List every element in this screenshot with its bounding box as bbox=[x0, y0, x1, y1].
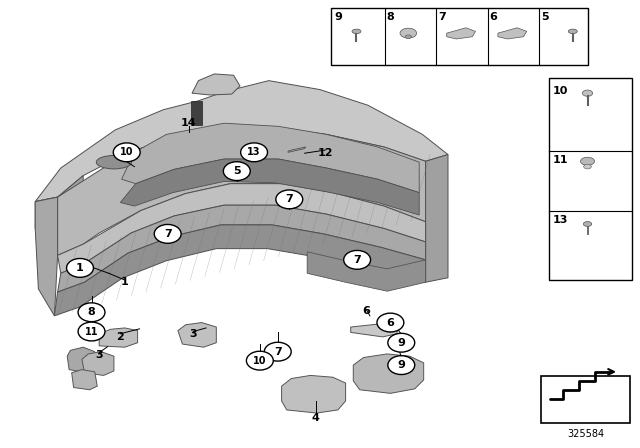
Circle shape bbox=[78, 322, 105, 341]
Text: 6: 6 bbox=[387, 318, 394, 327]
Polygon shape bbox=[54, 225, 426, 316]
Polygon shape bbox=[82, 352, 114, 375]
Text: 9: 9 bbox=[397, 338, 405, 348]
Text: 7: 7 bbox=[353, 255, 361, 265]
Text: 6: 6 bbox=[362, 306, 370, 316]
Circle shape bbox=[264, 342, 291, 361]
Circle shape bbox=[388, 333, 415, 352]
Ellipse shape bbox=[405, 35, 412, 39]
Polygon shape bbox=[282, 375, 346, 413]
Text: 10: 10 bbox=[253, 356, 267, 366]
Ellipse shape bbox=[568, 29, 577, 34]
Circle shape bbox=[113, 143, 140, 162]
Ellipse shape bbox=[352, 29, 361, 34]
Text: 5: 5 bbox=[233, 166, 241, 176]
Text: 7: 7 bbox=[274, 347, 282, 357]
Circle shape bbox=[377, 313, 404, 332]
Polygon shape bbox=[288, 147, 306, 152]
Ellipse shape bbox=[582, 90, 593, 96]
Text: 1: 1 bbox=[76, 263, 84, 273]
Text: 5: 5 bbox=[541, 12, 548, 22]
Bar bbox=[191, 101, 202, 125]
Text: 10: 10 bbox=[120, 147, 134, 157]
Text: 9: 9 bbox=[334, 12, 342, 22]
Circle shape bbox=[67, 258, 93, 277]
Polygon shape bbox=[99, 328, 138, 347]
Circle shape bbox=[154, 224, 181, 243]
Text: 9: 9 bbox=[397, 360, 405, 370]
Polygon shape bbox=[498, 28, 527, 39]
Polygon shape bbox=[67, 347, 95, 373]
FancyBboxPatch shape bbox=[331, 8, 588, 65]
Text: 11: 11 bbox=[84, 327, 99, 336]
Ellipse shape bbox=[96, 155, 132, 169]
Text: 4: 4 bbox=[312, 413, 319, 422]
Text: 7: 7 bbox=[285, 194, 293, 204]
Polygon shape bbox=[35, 176, 83, 237]
Circle shape bbox=[223, 162, 250, 181]
Text: 325584: 325584 bbox=[567, 429, 604, 439]
Circle shape bbox=[241, 143, 268, 162]
Text: 13: 13 bbox=[247, 147, 261, 157]
Circle shape bbox=[388, 356, 415, 375]
Text: 13: 13 bbox=[552, 215, 568, 225]
Text: 14: 14 bbox=[181, 118, 196, 128]
Text: 10: 10 bbox=[552, 86, 568, 96]
Text: 3: 3 bbox=[95, 350, 103, 360]
Ellipse shape bbox=[584, 164, 591, 169]
Polygon shape bbox=[178, 323, 216, 347]
Text: 8: 8 bbox=[387, 12, 394, 22]
Polygon shape bbox=[353, 354, 424, 393]
Ellipse shape bbox=[584, 221, 591, 226]
FancyBboxPatch shape bbox=[549, 78, 632, 280]
Circle shape bbox=[246, 351, 273, 370]
Polygon shape bbox=[58, 184, 426, 273]
Polygon shape bbox=[447, 28, 476, 39]
Polygon shape bbox=[35, 81, 448, 202]
Text: 2: 2 bbox=[116, 332, 124, 342]
Circle shape bbox=[276, 190, 303, 209]
FancyBboxPatch shape bbox=[541, 376, 630, 423]
Polygon shape bbox=[58, 205, 426, 292]
Text: 6: 6 bbox=[490, 12, 497, 22]
Polygon shape bbox=[120, 159, 419, 215]
Text: 7: 7 bbox=[164, 229, 172, 239]
Text: 1: 1 bbox=[121, 277, 129, 287]
Polygon shape bbox=[72, 370, 97, 390]
Polygon shape bbox=[192, 74, 240, 95]
Text: 3: 3 bbox=[189, 329, 197, 339]
Polygon shape bbox=[58, 125, 426, 255]
Polygon shape bbox=[307, 252, 426, 291]
Polygon shape bbox=[351, 323, 398, 337]
Text: 12: 12 bbox=[317, 148, 333, 158]
Text: 7: 7 bbox=[438, 12, 446, 22]
Circle shape bbox=[344, 250, 371, 269]
Polygon shape bbox=[122, 123, 419, 193]
Text: 11: 11 bbox=[552, 155, 568, 165]
Text: 8: 8 bbox=[88, 307, 95, 317]
Polygon shape bbox=[426, 155, 448, 282]
Polygon shape bbox=[35, 197, 58, 316]
Circle shape bbox=[78, 303, 105, 322]
Ellipse shape bbox=[400, 28, 417, 38]
Ellipse shape bbox=[580, 157, 595, 165]
